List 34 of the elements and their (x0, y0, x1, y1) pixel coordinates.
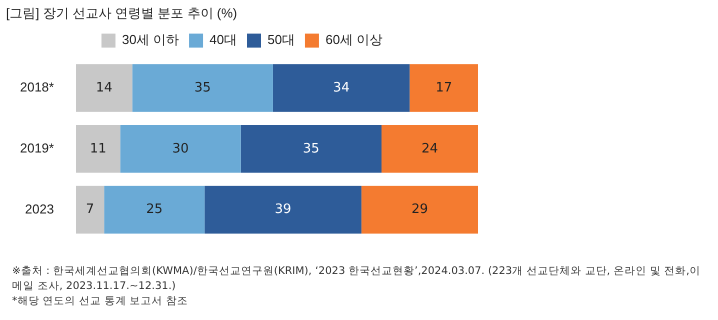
bar (76, 186, 104, 234)
bar (104, 186, 205, 234)
legend-label: 50대 (268, 32, 295, 48)
y-tick-label: 2019* (20, 140, 54, 156)
bar (76, 64, 132, 112)
data-label: 25 (146, 202, 163, 218)
bar (382, 125, 478, 173)
bar (204, 186, 362, 234)
legend-label: 40대 (210, 32, 238, 48)
data-label: 14 (96, 80, 112, 96)
y-tick-label: 2018* (20, 80, 54, 95)
data-label: 30 (172, 141, 189, 156)
bar (361, 186, 478, 234)
data-label: 39 (274, 202, 292, 218)
bar (76, 125, 120, 173)
legend-label: 60세 이상 (325, 32, 383, 48)
bar (410, 64, 478, 112)
data-label: 24 (421, 141, 438, 156)
data-label: 17 (436, 80, 452, 96)
data-label: 7 (86, 202, 94, 218)
data-label: 35 (302, 141, 320, 156)
data-label: 11 (90, 141, 106, 156)
bar (120, 125, 241, 173)
text: ※출처 : 한국세계선교협의회(KWMA)/한국선교연구원(KRIM), ‘2023 한국선교현황’,2024.03.07. (223개 선교단체와 교단, 온라인 및 전화,이메일 조사, 2023.11.17.~12.31.) (12, 264, 702, 294)
data-label: 35 (194, 80, 211, 96)
bar (132, 64, 273, 112)
bar (240, 125, 382, 173)
data-label: 29 (411, 202, 428, 218)
chart-title: [그림] 장기 선교사 연령별 분포 추이 (%) (6, 5, 238, 20)
text: *해당 연도의 선교 통계 보고서 참조 (12, 294, 189, 309)
data-label: 34 (333, 80, 350, 96)
legend-label: 30세 이하 (122, 32, 180, 48)
bar (272, 64, 410, 112)
y-tick-label: 2023 (25, 201, 54, 216)
